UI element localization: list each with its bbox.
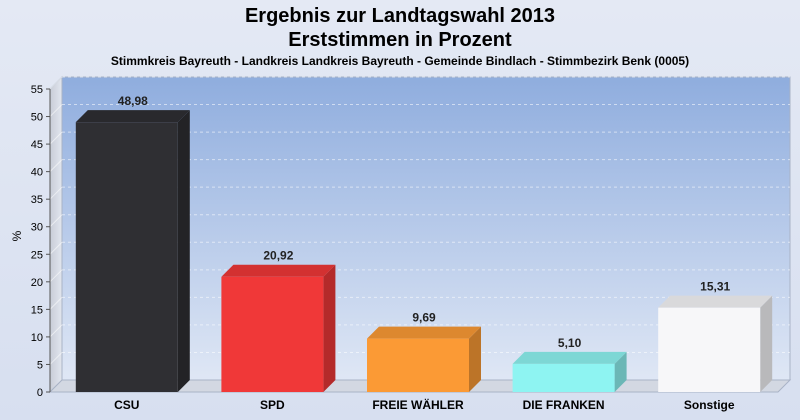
bar-top [658,295,773,308]
bar-side [177,110,190,392]
plot-left-wall [49,75,63,394]
data-label: 48,98 [118,94,148,108]
y-tick-label: 45 [31,139,43,151]
bar [367,326,481,392]
gridline-depth [49,241,63,255]
bar-front [658,307,761,392]
bar-top [367,326,481,339]
chart-title-line-2: Erststimmen in Prozent [288,29,512,51]
y-tick-label: 5 [37,359,43,371]
bar [75,110,190,392]
y-tick-label: 15 [31,304,43,316]
y-tick-label: 20 [31,277,43,289]
bar-front [75,122,178,392]
y-tick-label: 30 [31,222,43,234]
y-tick-label: 40 [31,167,43,179]
data-label: 5,10 [558,336,582,350]
gridline-depth [49,186,63,200]
bar-side [760,295,773,392]
bar-side [469,326,481,392]
y-tick-label: 25 [31,249,43,261]
y-axis-label: % [10,230,24,241]
chart-subtitle: Stimmkreis Bayreuth - Landkreis Landkrei… [110,54,690,68]
x-tick-label: FREIE WÄHLER [372,397,464,412]
gridline-depth [49,131,63,145]
bar [512,351,627,392]
bar-side [614,351,627,392]
x-tick-label: CSU [114,398,139,412]
x-tick-label: SPD [260,398,285,412]
gridline-depth [49,159,63,172]
bar-top [221,264,336,277]
data-label: 9,69 [412,311,436,325]
bar-top [75,110,190,123]
data-label: 20,92 [263,249,293,263]
bar-front [221,276,324,392]
gridline-depth [49,324,63,338]
bar-side [323,264,336,392]
y-tick-label: 0 [37,387,43,399]
bar [658,295,773,392]
bar-front [367,338,469,392]
chart-title: Ergebnis zur Landtagswahl 2013 [244,5,556,27]
gridline-depth [49,352,63,365]
data-label: 15,31 [700,280,730,294]
y-tick-label: 50 [31,112,43,124]
gridline-depth [49,104,63,117]
y-tick-label: 55 [31,84,43,96]
gridline-depth [49,76,63,90]
bar-front [512,363,615,392]
bar-top [512,351,627,364]
y-tick-label: 35 [31,194,43,206]
y-tick-label: 10 [31,332,43,344]
gridline-depth [49,214,63,228]
gridline-depth [49,297,63,310]
x-tick-label: DIE FRANKEN [523,398,605,412]
gridline-depth [49,269,63,283]
bar [221,264,336,392]
x-tick-label: Sonstige [684,398,735,412]
